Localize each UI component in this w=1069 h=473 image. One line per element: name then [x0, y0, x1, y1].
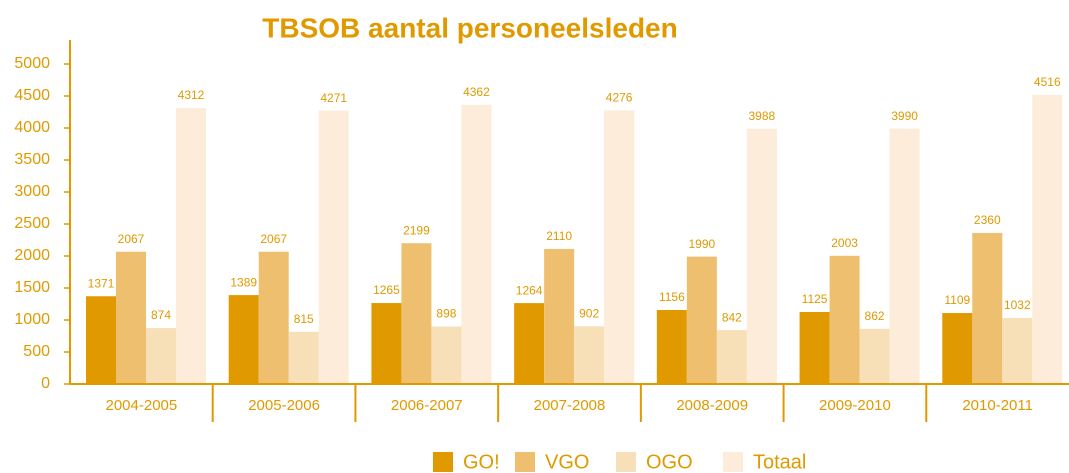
y-tick-label: 4000: [14, 119, 50, 136]
y-tick-label: 0: [41, 375, 50, 392]
y-tick-label: 5000: [14, 55, 50, 72]
legend-label: OGO: [646, 451, 693, 473]
value-label: 898: [436, 307, 456, 321]
y-tick-label: 3500: [14, 151, 50, 168]
x-tick-label: 2007-2008: [534, 397, 606, 414]
value-label: 2067: [260, 232, 287, 246]
x-tick-label: 2006-2007: [391, 397, 463, 414]
bar: [116, 251, 146, 384]
bar: [176, 108, 206, 385]
value-label: 2003: [831, 236, 858, 250]
x-tick-label: 2008-2009: [676, 397, 748, 414]
bar: [318, 110, 349, 384]
y-tick-label: 1000: [14, 311, 50, 328]
value-label: 1109: [944, 293, 970, 307]
value-label: 2067: [118, 232, 145, 246]
bar: [942, 313, 973, 384]
x-tick-label: 2005-2006: [248, 397, 320, 414]
bar: [574, 326, 605, 384]
value-label: 1125: [802, 292, 828, 306]
value-label: 1990: [689, 237, 716, 251]
value-label: 874: [151, 308, 171, 322]
legend-swatch: [515, 452, 535, 472]
bar: [1032, 94, 1063, 384]
bar: [686, 256, 717, 384]
value-label: 2199: [403, 223, 430, 237]
legend-label: GO!: [463, 451, 500, 473]
bar: [371, 303, 402, 384]
value-label: 4312: [178, 88, 205, 102]
bar: [889, 128, 920, 384]
y-tick-label: 500: [23, 343, 50, 360]
bar: [746, 128, 777, 384]
x-tick-label: 2004-2005: [105, 397, 177, 414]
bar: [146, 328, 176, 384]
bar: [799, 312, 830, 384]
bar: [514, 303, 545, 384]
legend-label: VGO: [545, 451, 589, 473]
value-label: 2110: [546, 229, 572, 243]
value-label: 1264: [516, 283, 543, 297]
bar: [431, 326, 462, 384]
value-label: 1265: [373, 283, 400, 297]
chart-title: TBSOB aantal personeelsleden: [262, 12, 677, 43]
bar: [829, 255, 860, 384]
bar: [401, 243, 432, 384]
legend-swatch: [723, 452, 743, 472]
bar: [288, 331, 319, 384]
value-label: 1032: [1004, 298, 1031, 312]
value-label: 1156: [659, 290, 685, 304]
value-label: 4362: [463, 85, 490, 99]
legend-swatch: [616, 452, 636, 472]
y-tick-label: 2500: [14, 215, 50, 232]
bar: [228, 295, 259, 384]
bar: [544, 248, 575, 384]
bar: [258, 251, 289, 384]
value-label: 4516: [1034, 75, 1061, 89]
y-tick-label: 1500: [14, 279, 50, 296]
legend-label: Totaal: [753, 451, 806, 473]
x-tick-label: 2009-2010: [819, 397, 891, 414]
value-label: 1371: [88, 276, 115, 290]
value-label: 3990: [891, 109, 918, 123]
value-label: 4276: [606, 91, 633, 105]
bar: [859, 328, 890, 384]
x-tick-label: 2010-2011: [962, 397, 1033, 414]
value-label: 815: [294, 312, 314, 326]
y-tick-label: 2000: [14, 247, 50, 264]
bar: [86, 296, 116, 384]
bar: [972, 232, 1003, 384]
bar: [604, 110, 635, 384]
bar: [1002, 317, 1033, 384]
value-label: 2360: [974, 213, 1001, 227]
legend-swatch: [433, 452, 453, 472]
bar: [461, 104, 492, 384]
value-label: 902: [579, 306, 599, 320]
value-label: 862: [865, 309, 885, 323]
value-label: 4271: [320, 91, 347, 105]
bar: [656, 310, 687, 384]
value-label: 842: [722, 310, 742, 324]
value-label: 3988: [749, 109, 776, 123]
bar: [716, 330, 747, 384]
y-tick-label: 3000: [14, 183, 50, 200]
y-tick-label: 4500: [14, 87, 50, 104]
value-label: 1389: [230, 275, 257, 289]
